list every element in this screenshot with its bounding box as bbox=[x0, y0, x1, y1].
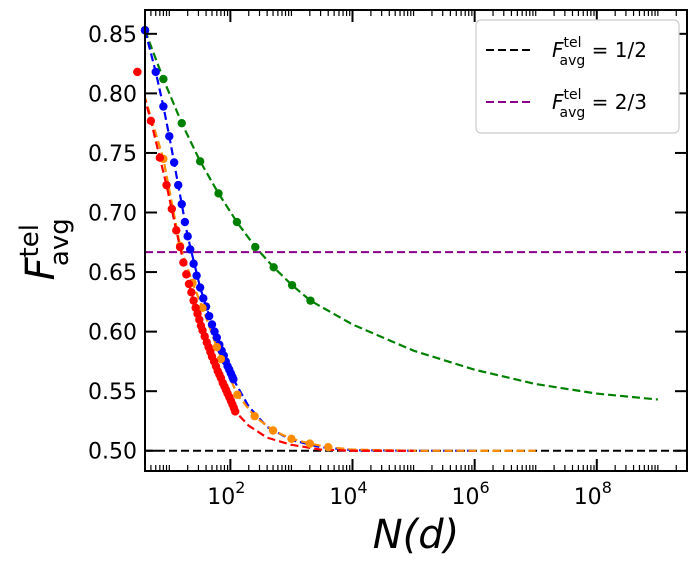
y-tick-label: 0.75 bbox=[88, 142, 137, 167]
series-2-point bbox=[305, 439, 315, 448]
series-2-point bbox=[212, 342, 222, 352]
series-3-point bbox=[172, 226, 181, 235]
series-0-point bbox=[306, 296, 315, 305]
series-3-point bbox=[155, 153, 165, 162]
y-tick-label: 0.50 bbox=[88, 440, 137, 465]
series-1-point bbox=[169, 158, 179, 167]
series-2-point bbox=[216, 354, 226, 364]
series-3-point bbox=[182, 270, 191, 279]
series-1-point bbox=[159, 102, 168, 111]
series-1-point bbox=[229, 375, 238, 384]
legend-label-1: Ftel avg = 2/3 bbox=[552, 87, 647, 121]
x-tick-label: 108 bbox=[574, 478, 612, 510]
series-1-point bbox=[165, 132, 174, 141]
series-2-point bbox=[198, 303, 207, 313]
series-1-point bbox=[183, 232, 192, 241]
legend: Ftel avg = 1/2 Ftel avg = 2/3 bbox=[475, 19, 680, 134]
legend-label-0: Ftel avg = 1/2 bbox=[552, 35, 647, 69]
x-axis-title: N(d) bbox=[373, 512, 460, 558]
y-tick-label: 0.80 bbox=[88, 82, 137, 107]
y-tick-label: 0.85 bbox=[88, 23, 137, 48]
series-0-point bbox=[287, 280, 297, 290]
series-0-point bbox=[251, 242, 260, 252]
y-tick-label: 0.55 bbox=[88, 380, 137, 405]
series-3-point bbox=[184, 279, 194, 289]
series-1-point bbox=[207, 320, 217, 329]
series-3-point bbox=[179, 258, 188, 267]
series-1-point bbox=[189, 259, 198, 268]
series-1-point bbox=[212, 333, 222, 342]
x-tick-label: 102 bbox=[207, 478, 245, 510]
series-1-point bbox=[177, 199, 186, 209]
y-axis-title: Ftelavg bbox=[15, 218, 75, 280]
series-1-point bbox=[180, 217, 190, 227]
series-3-curve bbox=[145, 95, 414, 452]
series-2-point bbox=[268, 426, 278, 435]
series-1-point bbox=[199, 294, 208, 303]
x-tick-label: 104 bbox=[329, 478, 367, 510]
series-0-point bbox=[195, 157, 205, 166]
series-1-point bbox=[174, 180, 183, 190]
series-0-point bbox=[177, 118, 186, 128]
series-0-point bbox=[232, 217, 242, 227]
series-1-point bbox=[151, 67, 160, 77]
series-1-curve bbox=[145, 29, 475, 452]
series-1-point bbox=[192, 271, 201, 280]
series-2-point bbox=[250, 412, 259, 421]
series-1-point bbox=[195, 283, 205, 292]
series-2-point bbox=[233, 390, 242, 399]
series-3-point bbox=[231, 407, 240, 416]
plot-frame bbox=[144, 9, 688, 472]
series-3-point bbox=[187, 288, 196, 297]
series-3-point bbox=[167, 204, 177, 214]
y-tick-label: 0.65 bbox=[88, 261, 137, 286]
series-2-point bbox=[324, 442, 333, 452]
x-tick-label: 106 bbox=[452, 478, 490, 510]
series-0-point bbox=[269, 263, 278, 272]
series-0-point bbox=[214, 189, 223, 198]
series-3-point bbox=[175, 242, 185, 252]
axes: 0.50 0.55 0.60 0.65 0.70 0.75 0.80 0.85 102 104 10… bbox=[15, 9, 688, 558]
series-points bbox=[133, 26, 333, 452]
series-1-point bbox=[186, 245, 195, 254]
series-0-curve bbox=[145, 29, 658, 401]
legend-box bbox=[475, 19, 680, 134]
y-tick-label: 0.60 bbox=[88, 321, 137, 346]
series-3-point bbox=[146, 116, 156, 125]
series-2-point bbox=[287, 434, 296, 444]
series-3-point bbox=[162, 180, 171, 190]
y-tick-label: 0.70 bbox=[88, 202, 137, 227]
series-3-point bbox=[189, 296, 198, 305]
series-3-point bbox=[133, 67, 142, 77]
series-0-point bbox=[159, 74, 168, 84]
series-1-point bbox=[204, 311, 214, 321]
